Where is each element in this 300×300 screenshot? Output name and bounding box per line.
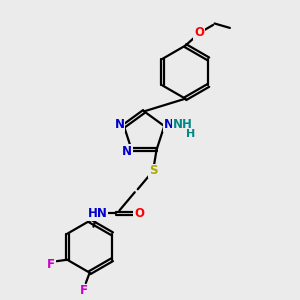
Text: S: S [149, 164, 157, 178]
Text: O: O [194, 26, 204, 39]
Text: N: N [122, 145, 132, 158]
Text: HN: HN [87, 207, 107, 220]
Text: NH: NH [173, 118, 193, 131]
Text: N: N [115, 118, 124, 131]
Text: H: H [186, 129, 196, 139]
Text: N: N [164, 118, 174, 131]
Text: F: F [47, 258, 55, 271]
Text: O: O [134, 207, 144, 220]
Text: F: F [80, 284, 88, 298]
